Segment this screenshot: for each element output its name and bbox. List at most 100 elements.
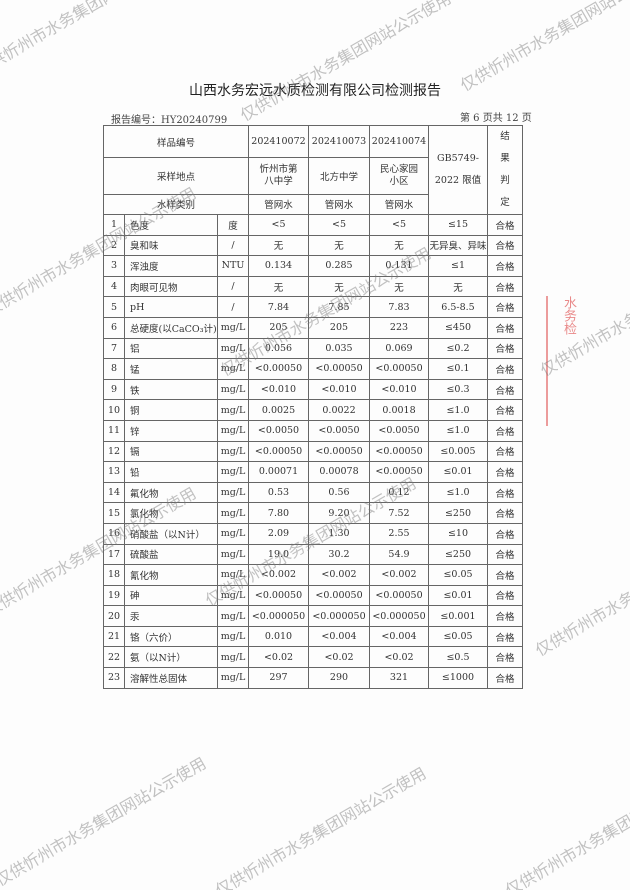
value-2: <0.00050 — [308, 358, 370, 380]
unit: mg/L — [217, 481, 249, 504]
unit: mg/L — [217, 461, 249, 483]
sample-site: 北方中学 — [308, 157, 370, 195]
type-label: 水样类别 — [103, 193, 249, 216]
sample-no: 202410072 — [248, 124, 309, 159]
row-index: 21 — [103, 625, 125, 648]
limit: ≤1.0 — [428, 481, 488, 504]
table-row: 20 汞 mg/L <0.000050 <0.000050 <0.000050 ≤0.001… — [103, 605, 523, 627]
value-1: <0.02 — [248, 646, 309, 669]
table-row: 9 铁 mg/L <0.010 <0.010 <0.010 ≤0.3 合格 — [103, 378, 523, 401]
result: 合格 — [487, 214, 523, 236]
row-index: 6 — [103, 316, 125, 339]
row-index: 3 — [103, 255, 125, 277]
result: 合格 — [487, 316, 523, 339]
value-1: 0.00071 — [248, 461, 309, 483]
value-2: <0.0050 — [308, 419, 370, 442]
report-title: 山西水务宏远水质检测有限公司检测报告 — [189, 83, 441, 99]
unit: mg/L — [217, 419, 249, 442]
limit: ≤10 — [428, 522, 488, 545]
value-2: <0.02 — [308, 646, 370, 669]
table-row: 22 氨（以N计） mg/L <0.02 <0.02 <0.02 ≤0.5 合格 — [103, 646, 523, 669]
limit: ≤0.05 — [428, 564, 488, 586]
sample-site: 忻州市第八中学 — [248, 157, 309, 195]
value-3: 2.55 — [369, 522, 429, 545]
value-1: 0.010 — [248, 625, 309, 648]
limit: ≤0.1 — [428, 358, 488, 380]
value-1: <0.00050 — [248, 440, 309, 463]
limit: ≤0.3 — [428, 378, 488, 401]
unit: mg/L — [217, 646, 249, 669]
unit: mg/L — [217, 543, 249, 566]
value-3: 321 — [369, 667, 429, 689]
site-label: 采样地点 — [103, 157, 249, 195]
value-2: <0.00050 — [308, 584, 370, 607]
table-row: 19 砷 mg/L <0.00050 <0.00050 <0.00050 ≤0.01 合格 — [103, 584, 523, 607]
result: 合格 — [487, 378, 523, 401]
limit: ≤250 — [428, 543, 488, 566]
value-3: <0.02 — [369, 646, 429, 669]
row-index: 12 — [103, 440, 125, 463]
limit: ≤0.05 — [428, 625, 488, 648]
value-2: 0.0022 — [308, 399, 370, 421]
value-3: <0.002 — [369, 564, 429, 586]
result: 合格 — [487, 584, 523, 607]
results-table: 样品编号 202410072 202410073 202410074 GB574… — [103, 124, 523, 689]
unit: mg/L — [217, 625, 249, 648]
limit: ≤1.0 — [428, 399, 488, 421]
value-3: 0.0018 — [369, 399, 429, 421]
sample-type: 管网水 — [308, 193, 370, 216]
table-row: 11 锌 mg/L <0.0050 <0.0050 <0.0050 ≤1.0 合格 — [103, 419, 523, 442]
result: 合格 — [487, 255, 523, 277]
value-3: <0.010 — [369, 378, 429, 401]
item-name: pH — [124, 296, 218, 318]
row-index: 22 — [103, 646, 125, 669]
limit: ≤0.01 — [428, 461, 488, 483]
limit: ≤1.0 — [428, 419, 488, 442]
value-3: 54.9 — [369, 543, 429, 566]
table-row: 13 铅 mg/L 0.00071 0.00078 <0.00050 ≤0.01 合格 — [103, 461, 523, 483]
row-index: 18 — [103, 564, 125, 586]
unit: mg/L — [217, 440, 249, 463]
table-row: 14 氟化物 mg/L 0.53 0.56 0.12 ≤1.0 合格 — [103, 481, 523, 504]
table-row: 17 硫酸盐 mg/L 19.0 30.2 54.9 ≤250 合格 — [103, 543, 523, 566]
value-2: 290 — [308, 667, 370, 689]
value-1: 0.53 — [248, 481, 309, 504]
table-row: 15 氯化物 mg/L 7.80 9.20 7.52 ≤250 合格 — [103, 502, 523, 524]
value-1: 无 — [248, 234, 309, 257]
row-index: 5 — [103, 296, 125, 318]
table-row: 7 铝 mg/L 0.056 0.035 0.069 ≤0.2 合格 — [103, 337, 523, 360]
item-name: 铅 — [124, 461, 218, 483]
result: 合格 — [487, 440, 523, 463]
row-index: 7 — [103, 337, 125, 360]
row-index: 4 — [103, 275, 125, 298]
watermark-text: 仅供忻州市水务集团网站公示使用 — [0, 753, 210, 890]
item-name: 浑浊度 — [124, 255, 218, 277]
result: 合格 — [487, 337, 523, 360]
unit: / — [217, 275, 249, 298]
value-1: 0.0025 — [248, 399, 309, 421]
value-2: <0.000050 — [308, 605, 370, 627]
row-index: 9 — [103, 378, 125, 401]
result: 合格 — [487, 502, 523, 524]
sample-type: 管网水 — [248, 193, 309, 216]
item-name: 氨（以N计） — [124, 646, 218, 669]
item-name: 锌 — [124, 419, 218, 442]
result: 合格 — [487, 399, 523, 421]
limit: ≤450 — [428, 316, 488, 339]
limit: ≤0.001 — [428, 605, 488, 627]
result: 合格 — [487, 522, 523, 545]
item-name: 溶解性总固体 — [124, 667, 218, 689]
limit-label: GB5749-2022 限值 — [428, 125, 488, 215]
table-row: 23 溶解性总固体 mg/L 297 290 321 ≤1000 合格 — [103, 667, 523, 689]
result: 合格 — [487, 667, 523, 689]
limit: ≤1 — [428, 255, 488, 277]
watermark-text: 仅供忻州市水务集团网站公示使用 — [502, 763, 630, 890]
limit: 无 — [428, 275, 488, 298]
result: 合格 — [487, 481, 523, 504]
table-row: 12 镉 mg/L <0.00050 <0.00050 <0.00050 ≤0.005 合格 — [103, 440, 523, 463]
limit: ≤15 — [428, 214, 488, 236]
result: 合格 — [487, 605, 523, 627]
row-index: 14 — [103, 481, 125, 504]
unit: mg/L — [217, 378, 249, 401]
limit: ≤0.01 — [428, 584, 488, 607]
